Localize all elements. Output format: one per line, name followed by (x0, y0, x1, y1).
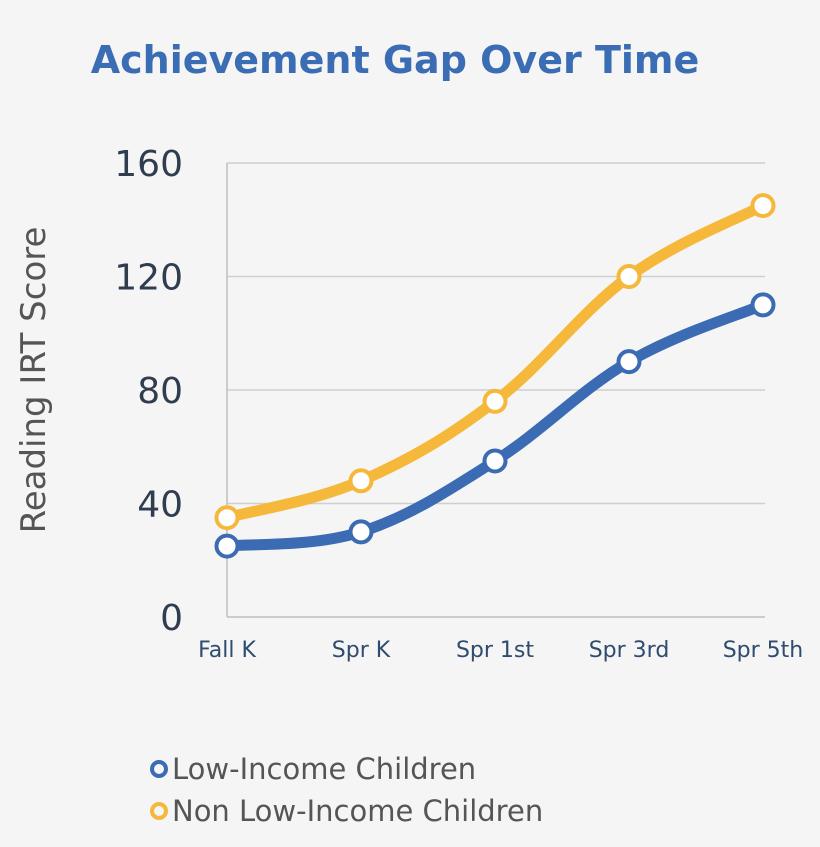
series-0 (214, 292, 776, 559)
chart-title: Achievement Gap Over Time (90, 38, 700, 82)
data-point-1-1 (348, 468, 374, 494)
y-tick-label-40: 40 (137, 485, 183, 526)
data-point-0-3 (616, 349, 642, 375)
data-point-1-3 (616, 264, 642, 289)
legend-item-low-income: Low-Income Children (150, 748, 543, 790)
data-point-1-4 (750, 193, 776, 219)
legend-label-non-low-income: Non Low-Income Children (172, 794, 544, 828)
legend-marker-low-income (150, 760, 168, 778)
x-tick-label-1: Spr K (332, 638, 391, 663)
legend-marker-non-low-income (150, 802, 168, 820)
data-point-1-0 (214, 505, 240, 531)
x-tick-label-3: Spr 3rd (589, 638, 670, 663)
y-tick-label-0: 0 (160, 598, 183, 639)
legend: Low-Income Children Non Low-Income Child… (150, 748, 543, 832)
x-tick-label-4: Spr 5th (723, 638, 804, 663)
series-line-0 (221, 299, 769, 552)
x-tick-label-2: Spr 1st (456, 638, 534, 663)
legend-label-low-income: Low-Income Children (172, 752, 477, 786)
y-tick-label-80: 80 (137, 371, 183, 412)
series-lines (214, 193, 776, 559)
y-axis-label: Reading IRT Score (14, 227, 54, 534)
series-1 (214, 193, 776, 531)
data-point-0-2 (482, 448, 508, 474)
data-point-0-0 (214, 533, 240, 559)
y-tick-labels: 0 40 80 120 160 (114, 144, 183, 639)
data-point-1-2 (482, 388, 508, 414)
y-tick-label-120: 120 (114, 258, 183, 299)
legend-item-non-low-income: Non Low-Income Children (150, 790, 543, 832)
data-point-0-4 (750, 292, 776, 318)
data-point-0-1 (348, 519, 374, 545)
y-tick-label-160: 160 (114, 144, 183, 185)
x-tick-labels: Fall K Spr K Spr 1st Spr 3rd Spr 5th (198, 638, 803, 663)
line-chart: 0 40 80 120 160 Fall K Spr K Spr 1st Spr 3rd Spr… (14, 144, 803, 663)
x-tick-label-0: Fall K (198, 638, 256, 663)
